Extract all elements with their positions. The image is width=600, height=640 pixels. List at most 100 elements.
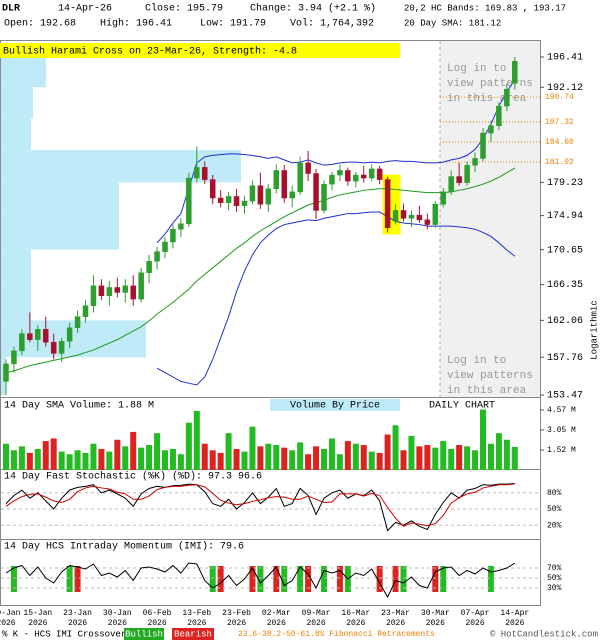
- vbp-label-bg: [270, 399, 400, 411]
- volume-bar: [138, 447, 145, 470]
- imi-signal: [273, 566, 280, 592]
- volume-bar: [289, 450, 296, 470]
- locked-note: in this area: [447, 93, 527, 105]
- x-tick-label: 02-Mar: [262, 609, 291, 618]
- candle-body: [376, 168, 383, 180]
- high: High: 196.41: [100, 18, 172, 30]
- locked-note: Log in to: [447, 63, 506, 75]
- x-tick-year: 2026: [465, 619, 484, 628]
- locked-note: view patterns: [447, 370, 533, 382]
- imi-signal: [209, 566, 216, 592]
- volume-bar: [360, 445, 367, 470]
- pattern-banner: [0, 43, 400, 58]
- vbp-bar: [1, 284, 31, 321]
- candle-body: [281, 170, 287, 199]
- volume-bar: [464, 446, 471, 470]
- volume-bar: [82, 452, 89, 470]
- imi-signal: [321, 566, 327, 592]
- y-tick-label: 30%: [547, 584, 562, 593]
- imi-signal: [297, 566, 304, 592]
- candle-body: [27, 333, 33, 340]
- x-tick-label: 14-Apr: [500, 609, 529, 618]
- imi-title: 14 Day HCS Intraday Momentum (IMI): 79.6: [4, 541, 244, 553]
- sma-line: [5, 167, 516, 374]
- candle-body: [178, 223, 184, 230]
- imi-signal: [257, 566, 264, 592]
- y-tick-label: 4.57 M: [547, 406, 576, 415]
- x-tick-label: 09-Mar: [302, 609, 331, 618]
- candle-body: [488, 125, 494, 134]
- y-tick-label: 174.94: [547, 211, 583, 222]
- vbp-bar: [1, 87, 33, 119]
- imi-signal: [392, 566, 399, 592]
- candle-body: [122, 285, 128, 293]
- candle-body: [162, 241, 168, 252]
- imi-signal: [74, 566, 81, 592]
- bearish-swatch: [172, 628, 214, 640]
- x-tick-label: 23-Mar: [381, 609, 410, 618]
- fib-label: 190.74: [545, 93, 574, 102]
- volume-bar: [98, 448, 105, 470]
- candle-body: [74, 316, 81, 328]
- candle-body: [66, 327, 73, 342]
- fib-label: 184.60: [545, 138, 574, 147]
- volume-bar: [193, 410, 200, 470]
- y-tick-label: 157.76: [547, 353, 583, 364]
- candle-body: [337, 170, 343, 176]
- fib-label: 181.92: [545, 158, 574, 167]
- volume-bar: [376, 452, 383, 470]
- candle-body: [392, 210, 399, 222]
- volume-bar: [185, 422, 192, 470]
- candle-body: [3, 363, 9, 382]
- volume-bar: [257, 446, 264, 470]
- candle-body: [114, 287, 121, 293]
- candle-body: [106, 287, 113, 297]
- vbp-bar: [1, 57, 46, 88]
- candle-body: [512, 61, 518, 84]
- imi-signal: [400, 566, 407, 592]
- volume-bar: [416, 446, 423, 470]
- candle-body: [384, 179, 391, 228]
- x-tick-label: 30-Jan: [103, 609, 132, 618]
- imi-signal: [217, 566, 224, 592]
- y-tick-label: 50%: [547, 574, 562, 583]
- volume-bar: [297, 442, 304, 470]
- volume-bar: [448, 448, 455, 470]
- volume-bar: [328, 438, 335, 470]
- candle-body: [138, 272, 144, 300]
- volume-bar: [154, 433, 161, 470]
- x-tick-label: 23-Feb: [222, 609, 251, 618]
- candle-body: [368, 168, 375, 179]
- close: Close: 195.79: [145, 3, 223, 15]
- candle-body: [265, 188, 272, 205]
- candle-body: [50, 341, 57, 354]
- bullish-label: Bullish: [125, 629, 163, 639]
- volume-bar: [241, 451, 248, 470]
- y-axis-label: Logarithmic: [589, 300, 599, 359]
- candle-body: [345, 170, 351, 182]
- candle-body: [416, 214, 423, 221]
- candle-body: [43, 329, 49, 343]
- x-tick-year: 2026: [147, 619, 166, 628]
- lower-band: [156, 211, 516, 386]
- candle-body: [289, 191, 295, 199]
- volume-bar: [384, 434, 391, 470]
- candle-body: [297, 162, 303, 193]
- y-tick-label: 3.05 M: [547, 426, 576, 435]
- candle-body: [361, 174, 367, 179]
- volume-bar: [281, 447, 288, 470]
- volume-bar: [273, 445, 280, 470]
- vbp-bar: [1, 118, 31, 151]
- candle-body: [19, 333, 25, 352]
- x-tick-label: 13-Feb: [182, 609, 211, 618]
- imi-signal: [487, 566, 494, 592]
- y-tick-label: 80%: [547, 489, 562, 498]
- volume-bar: [344, 441, 351, 470]
- locked-note: view patterns: [447, 78, 533, 90]
- symbol: DLR: [2, 4, 20, 15]
- volume-bar: [177, 454, 184, 470]
- imi-signal: [376, 566, 383, 592]
- candle-body: [170, 229, 176, 243]
- imi-signal: [281, 566, 288, 592]
- y-tick-label: 153.47: [547, 391, 583, 402]
